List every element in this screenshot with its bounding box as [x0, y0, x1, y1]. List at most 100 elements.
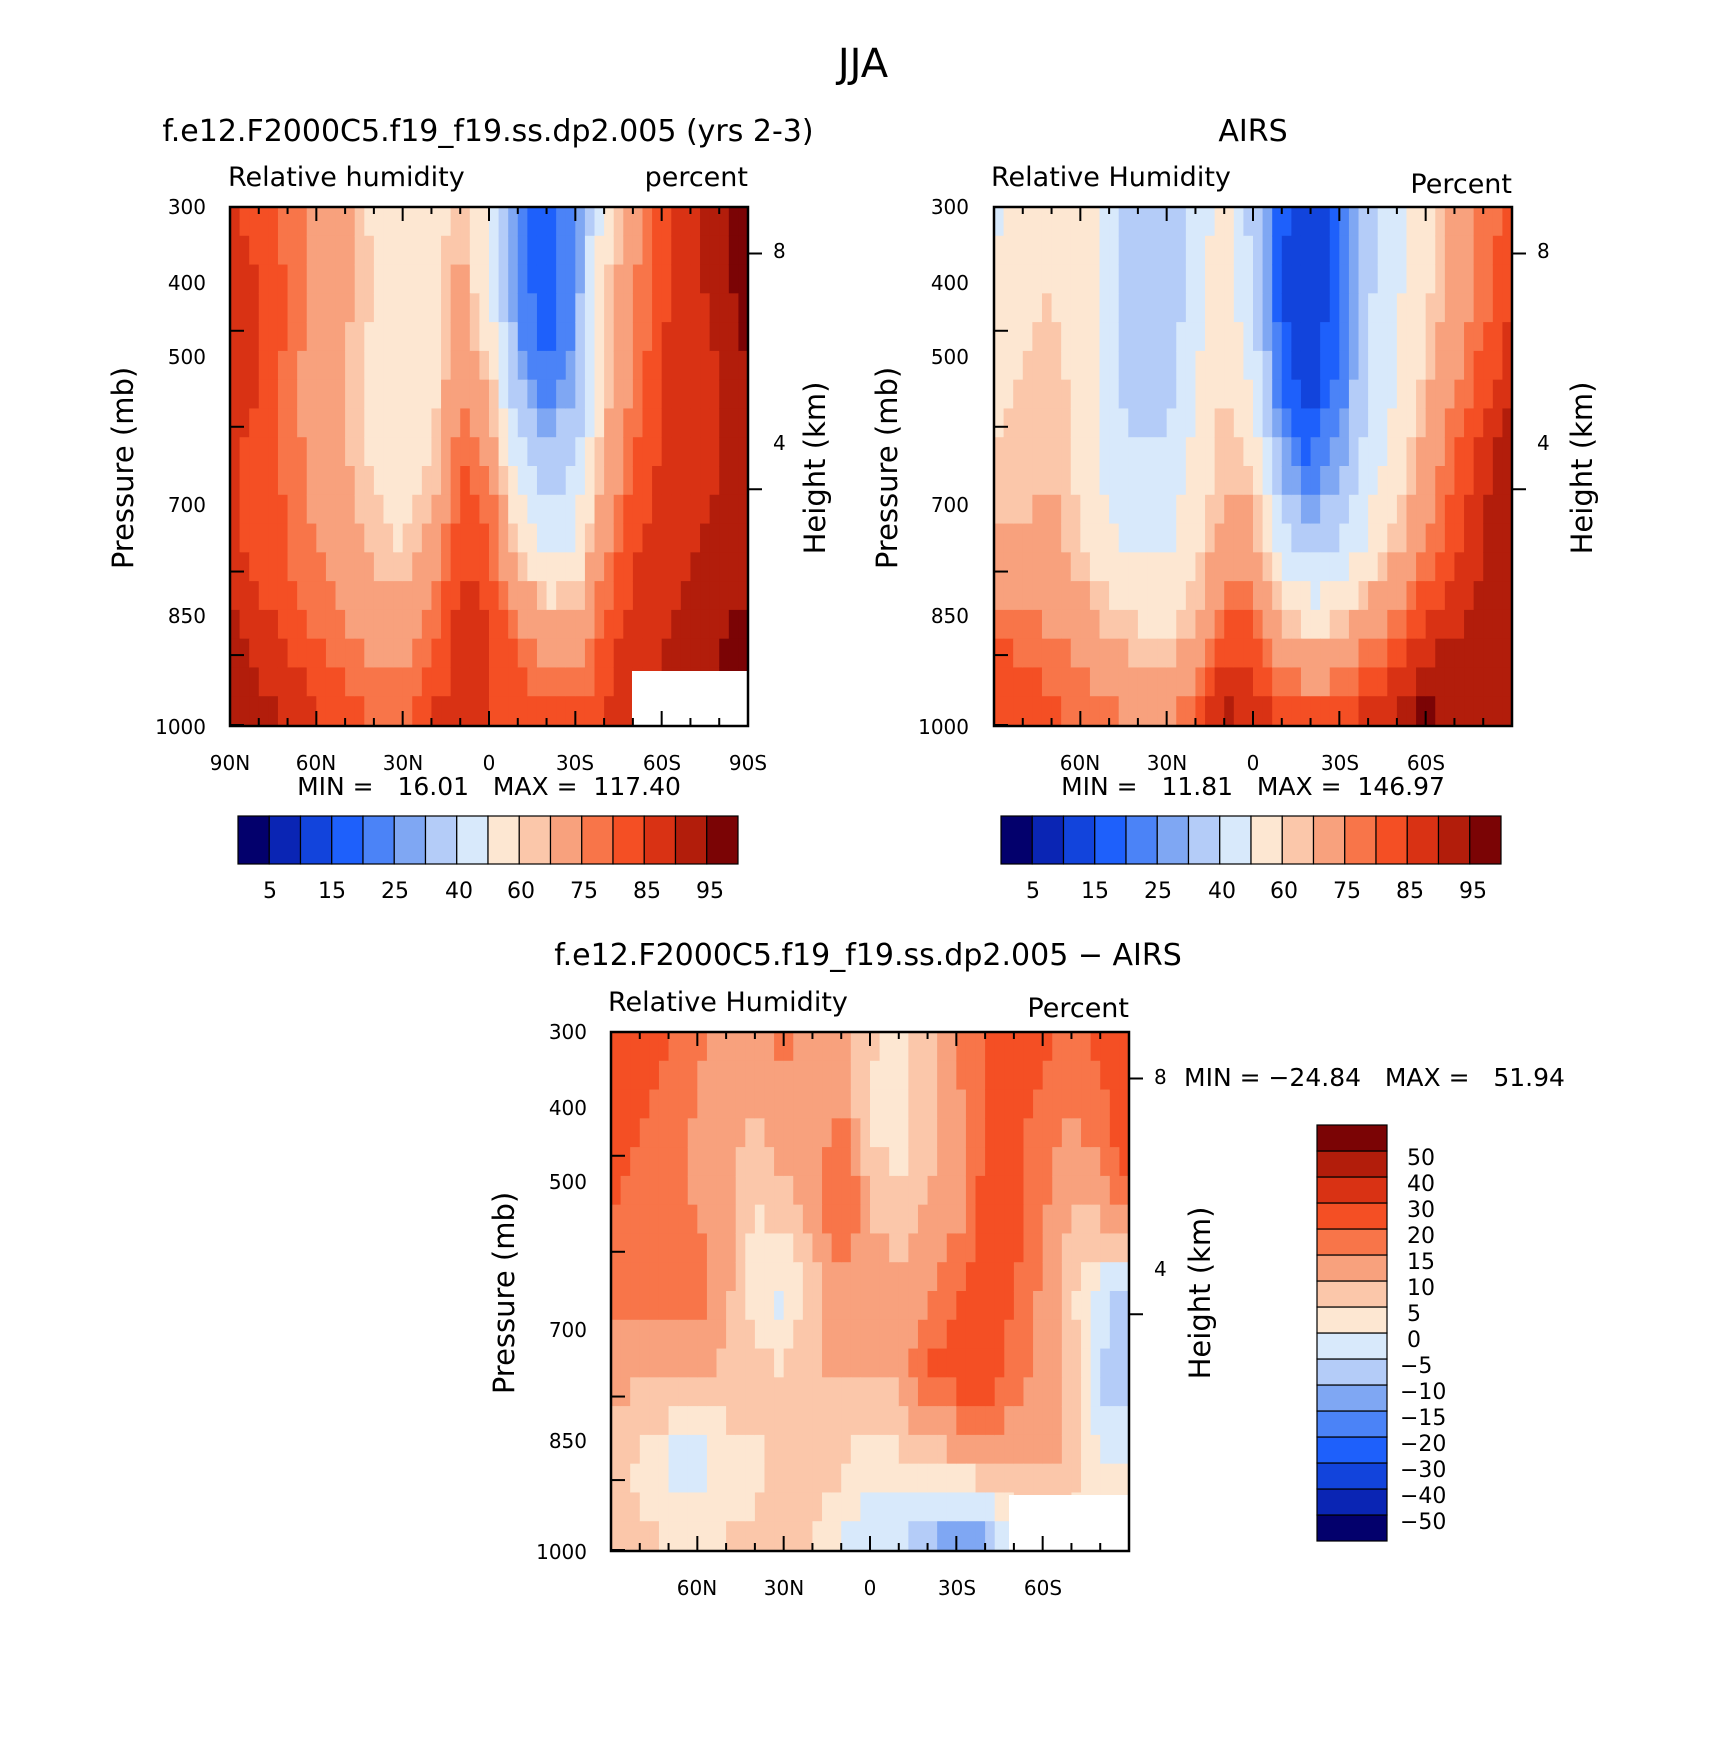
heatmap-cell	[1099, 322, 1110, 352]
heatmap-cell	[870, 1406, 881, 1436]
heatmap-cell	[620, 1291, 631, 1321]
heatmap-cell	[393, 581, 404, 611]
heatmap-cell	[1243, 379, 1254, 410]
heatmap-cell	[354, 466, 365, 496]
height-tick-label: 4	[1154, 1257, 1167, 1281]
heatmap-cell	[1368, 379, 1379, 410]
heatmap-cell	[383, 350, 394, 381]
heatmap-cell	[639, 1118, 650, 1148]
heatmap-cell	[1281, 581, 1292, 611]
heatmap-cell	[1464, 523, 1475, 553]
heatmap-cell	[1310, 264, 1321, 294]
heatmap-cell	[1502, 379, 1513, 410]
heatmap-cell	[812, 1406, 823, 1436]
axis-ticks	[610, 1031, 1143, 1551]
colorbar-label: −20	[1400, 1432, 1446, 1457]
heatmap-cell	[937, 1060, 948, 1091]
heatmap-cell	[335, 609, 346, 640]
heatmap-cell	[735, 1463, 746, 1494]
heatmap-cell	[277, 494, 289, 525]
heatmap-cell	[1041, 667, 1053, 697]
heatmap-cell	[700, 552, 711, 582]
heatmap-cell	[1099, 638, 1110, 669]
heatmap-cell	[402, 638, 413, 669]
heatmap-cell	[584, 322, 596, 352]
heatmap-cell	[850, 1406, 861, 1436]
heatmap-cell	[1358, 638, 1369, 669]
heatmap-cell	[611, 1175, 622, 1206]
heatmap-cell	[364, 235, 375, 266]
heatmap-cell	[889, 1377, 900, 1407]
heatmap-cell	[642, 638, 653, 669]
colorbar-label: 25	[1144, 879, 1172, 904]
heatmap-cell	[1185, 609, 1197, 640]
heatmap-cell	[1224, 437, 1235, 467]
heatmap-cell	[1339, 264, 1350, 294]
heatmap-cell	[297, 667, 308, 697]
heatmap-cell	[1492, 264, 1503, 294]
heatmap-cell	[498, 293, 509, 323]
heatmap-cell	[1377, 350, 1388, 381]
heatmap-cell	[1310, 437, 1321, 467]
heatmap-cell	[1502, 552, 1513, 582]
heatmap-cell	[450, 494, 461, 525]
heatmap-cell	[1080, 207, 1091, 237]
heatmap-cell	[1224, 350, 1235, 381]
heatmap-cell	[1358, 437, 1369, 467]
heatmap-cell	[373, 379, 385, 410]
heatmap-cell	[517, 638, 528, 669]
heatmap-cell	[745, 1233, 756, 1263]
heatmap-cell	[1052, 1032, 1063, 1062]
heatmap-cell	[687, 1032, 698, 1062]
heatmap-cell	[946, 1204, 957, 1235]
heatmap-cell	[1061, 552, 1072, 582]
heatmap-cell	[1262, 379, 1273, 410]
heatmap-cell	[1157, 523, 1168, 553]
colorbar-swatch	[362, 815, 395, 865]
heatmap-cell	[764, 1262, 775, 1292]
colorbar-swatch	[1316, 1384, 1388, 1412]
heatmap-cell	[239, 523, 250, 553]
heatmap-cell	[345, 207, 356, 237]
heatmap-cell	[1109, 437, 1120, 467]
heatmap-cell	[678, 1434, 689, 1465]
heatmap-cell	[1100, 1319, 1111, 1350]
heatmap-cell	[709, 638, 720, 669]
heatmap-cell	[1137, 523, 1149, 553]
heatmap-cell	[783, 1204, 794, 1235]
heatmap-cell	[870, 1032, 881, 1062]
heatmap-cell	[1377, 466, 1388, 496]
heatmap-cell	[630, 1089, 641, 1119]
heatmap-cell	[258, 379, 269, 410]
heatmap-cell	[402, 494, 413, 525]
heatmap-cell	[738, 293, 749, 323]
heatmap-cell	[489, 667, 500, 697]
heatmap-cell	[1473, 523, 1484, 553]
heatmap-cell	[774, 1233, 785, 1263]
heatmap-cell	[994, 1291, 1005, 1321]
heatmap-cell	[1099, 379, 1110, 410]
heatmap-cell	[632, 379, 644, 410]
heatmap-cell	[1128, 408, 1139, 438]
heatmap-cell	[917, 1463, 929, 1494]
heatmap-cell	[1089, 667, 1101, 697]
axis-ticks	[993, 206, 1526, 726]
heatmap-cell	[1310, 609, 1321, 640]
x-tick-label: 30N	[1147, 751, 1187, 775]
heatmap-cell	[1128, 235, 1139, 266]
heatmap-cell	[1262, 523, 1273, 553]
heatmap-cell	[802, 1118, 814, 1148]
heatmap-cell	[623, 350, 634, 381]
heatmap-cell	[1348, 408, 1360, 438]
heatmap-cell	[613, 408, 624, 438]
heatmap-cell	[1147, 264, 1158, 294]
colorbar-swatch	[1156, 815, 1190, 865]
heatmap-cell	[985, 1204, 996, 1235]
heatmap-cell	[268, 466, 279, 496]
heatmap-cell	[716, 1291, 727, 1321]
heatmap-cell	[841, 1118, 852, 1148]
heatmap-cell	[620, 1089, 631, 1119]
min-max-text: MIN = 11.81 MAX = 146.97	[1061, 772, 1445, 801]
heatmap-cell	[584, 379, 596, 410]
heatmap-cell	[1339, 466, 1350, 496]
